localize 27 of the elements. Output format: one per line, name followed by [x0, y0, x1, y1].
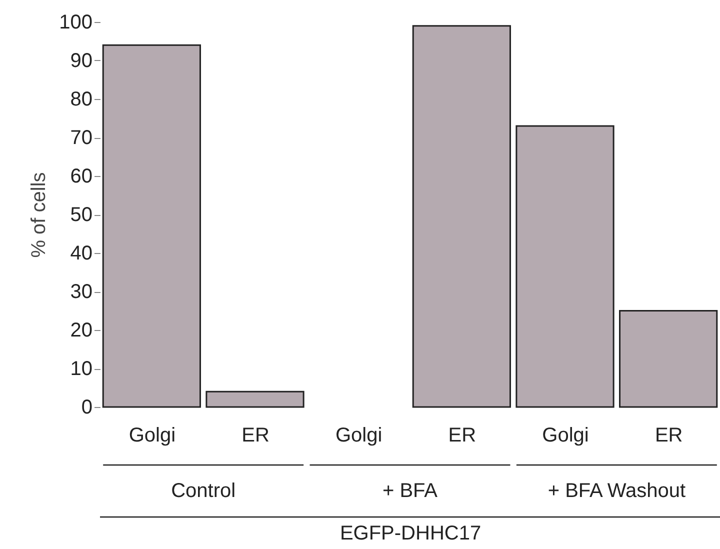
y-tick-label: 80 — [70, 88, 92, 110]
bar — [102, 44, 201, 408]
y-tick-label: 40 — [70, 242, 92, 264]
text: Control — [171, 480, 236, 502]
y-tick-label: 30 — [70, 281, 92, 303]
y-tick-label: 90 — [70, 50, 92, 72]
y-tick-label: 100 — [59, 12, 92, 34]
y-tick-label: 20 — [70, 320, 92, 342]
y-tick-label: 70 — [70, 127, 92, 149]
bar — [619, 310, 718, 408]
x-tick-label: Golgi — [542, 424, 589, 446]
y-axis-title: % of cells — [28, 172, 50, 258]
x-tick-label: ER — [448, 424, 476, 446]
x-axis-title: EGFP-DHHC17 — [340, 522, 482, 544]
text: + BFA Washout — [548, 480, 686, 502]
y-tick-label: 10 — [70, 358, 92, 380]
x-tick-label: ER — [654, 424, 683, 446]
bar — [516, 125, 614, 408]
x-tick-label: Golgi — [335, 424, 382, 446]
y-tick-label: 60 — [70, 166, 92, 188]
text: + BFA — [382, 480, 438, 502]
x-tick-label: Golgi — [128, 424, 176, 446]
x-tick-label: ER — [242, 424, 270, 446]
bar — [206, 390, 304, 408]
y-tick-label: 0 — [81, 396, 92, 418]
y-tick-label: 50 — [70, 204, 92, 226]
bar — [412, 25, 511, 408]
